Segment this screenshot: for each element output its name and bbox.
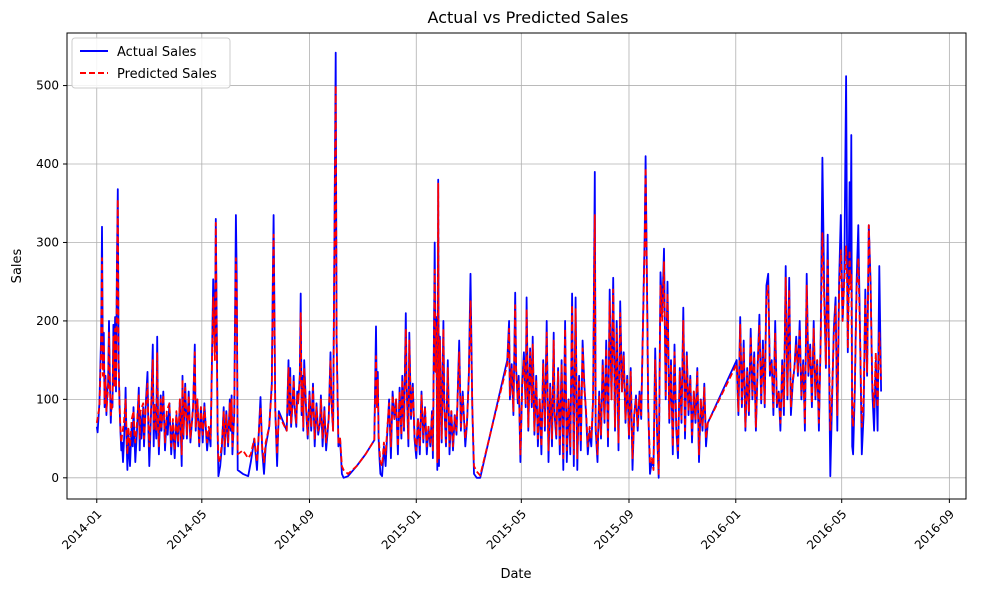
series-line-predicted-sales [95,84,882,477]
legend: Actual Sales Predicted Sales [71,37,231,89]
legend-label-predicted-sales: Predicted Sales [117,67,217,82]
y-tick-label: 500 [36,79,59,93]
y-tick-label: 0 [51,471,59,485]
legend-box [71,37,231,89]
y-tick-label: 100 [36,392,59,406]
chart-title: Actual vs Predicted Sales [428,8,629,27]
x-axis-label: Date [500,567,531,582]
y-axis-label: Sales [10,248,25,283]
series-lines [95,51,882,479]
plot-frame [66,32,967,500]
y-axis-ticks: 0 100 200 300 400 500 [36,79,67,485]
y-tick-label: 200 [36,314,59,328]
y-tick-label: 400 [36,157,59,171]
y-tick-label: 300 [36,235,59,249]
legend-label-actual-sales: Actual Sales [117,45,197,60]
